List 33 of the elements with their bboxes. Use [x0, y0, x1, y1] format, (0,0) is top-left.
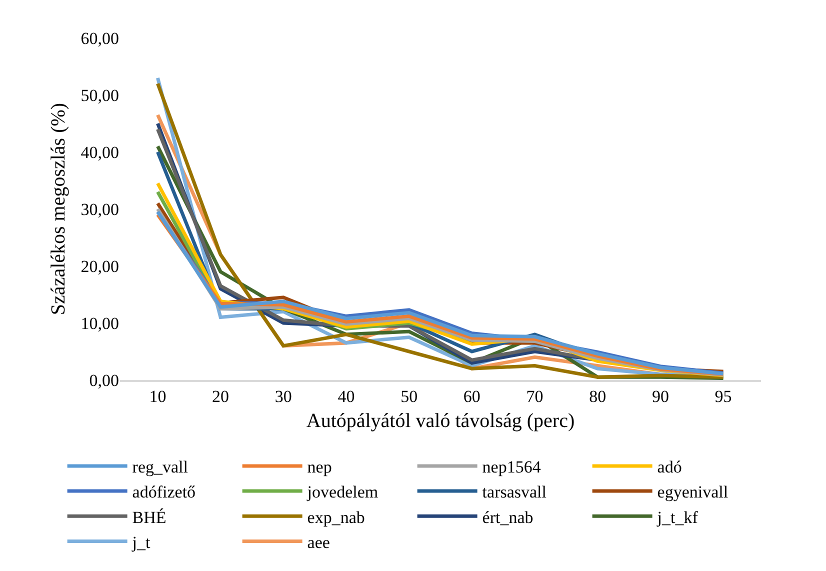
x-tick-label: 95: [714, 387, 732, 406]
y-tick-label: 20,00: [80, 256, 119, 276]
x-tick-label: 50: [400, 387, 418, 406]
legend-label: adófizető: [132, 482, 196, 502]
legend-label: nep1564: [482, 458, 542, 477]
y-axis-title: Százalékos megoszlás (%): [47, 102, 70, 316]
legend-label: j_t_kf: [656, 508, 698, 527]
x-tick-label: 70: [526, 387, 544, 406]
legend-label: jovedelem: [306, 482, 378, 502]
y-tick-label: 60,00: [80, 28, 119, 48]
legend-label: exp_nab: [307, 508, 365, 527]
y-tick-label: 30,00: [80, 200, 119, 219]
legend-label: nep: [307, 458, 332, 477]
x-tick-label: 30: [274, 387, 292, 406]
x-axis-title: Autópályától való távolság (perc): [306, 410, 575, 432]
y-tick-label: 50,00: [80, 86, 119, 105]
x-tick-label: 10: [149, 387, 166, 406]
legend-label: j_t: [131, 532, 151, 552]
legend-label: aee: [307, 532, 330, 552]
legend-label: BHÉ: [132, 508, 166, 527]
legend-label: ért_nab: [482, 508, 534, 527]
legend-label: tarsasvall: [482, 482, 547, 502]
x-tick-label: 80: [589, 387, 606, 406]
x-tick-label: 90: [652, 387, 669, 406]
x-tick-label: 20: [212, 387, 230, 406]
y-tick-label: 0,00: [89, 370, 119, 390]
x-tick-label: 40: [338, 387, 355, 406]
x-tick-label: 60: [463, 387, 480, 406]
legend-label: egyenivall: [657, 482, 728, 502]
y-tick-label: 10,00: [80, 314, 119, 333]
legend-label: reg_vall: [132, 458, 188, 477]
legend-label: adó: [657, 458, 682, 477]
y-tick-label: 40,00: [80, 142, 119, 162]
